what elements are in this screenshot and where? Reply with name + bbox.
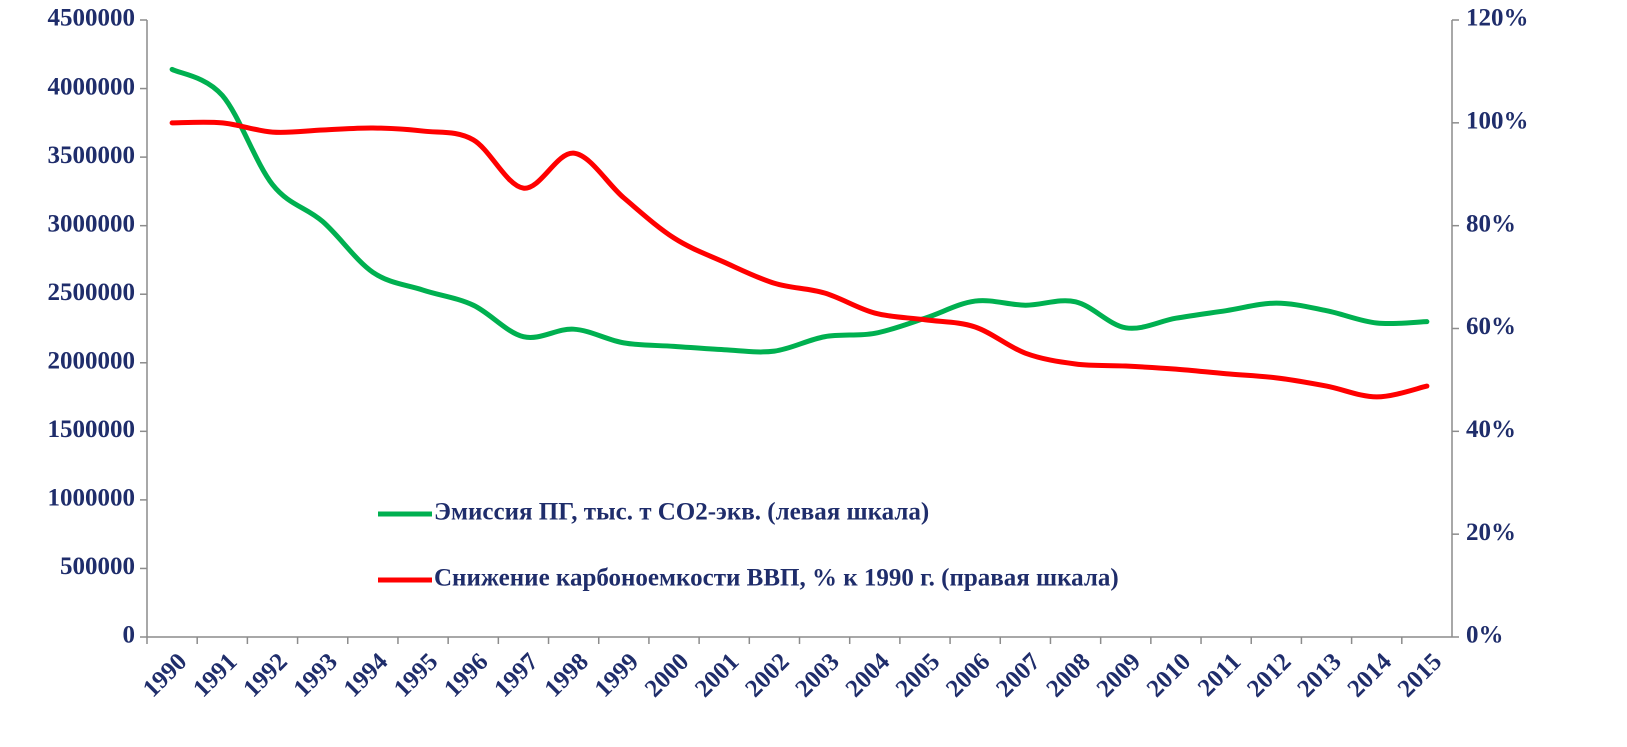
x-tick-label: 2009 — [1092, 648, 1146, 702]
y2-tick-label: 40% — [1466, 416, 1516, 443]
x-tick-label: 2015 — [1393, 648, 1447, 702]
y2-tick-label: 20% — [1466, 519, 1516, 546]
x-tick-label: 2014 — [1343, 648, 1398, 703]
x-tick-label: 2000 — [640, 648, 694, 702]
x-tick-label: 2003 — [790, 648, 844, 702]
y-tick-label: 2000000 — [48, 348, 136, 375]
x-tick-label: 1996 — [439, 648, 493, 702]
y-tick-label: 1000000 — [48, 485, 136, 512]
x-tick-label: 1999 — [590, 648, 644, 702]
x-tick-label: 1995 — [389, 648, 443, 702]
legend-label: Эмиссия ПГ, тыс. т СО2-экв. (левая шкала… — [434, 499, 929, 526]
x-tick-label: 2007 — [991, 648, 1045, 702]
legend-label: Снижение карбоноемкости ВВП, % к 1990 г.… — [434, 565, 1119, 592]
y-tick-label: 4500000 — [48, 5, 136, 32]
y-tick-label: 2500000 — [48, 279, 136, 306]
x-tick-label: 2013 — [1292, 648, 1346, 702]
y-tick-label: 4000000 — [48, 73, 136, 100]
x-tick-label: 2004 — [841, 648, 896, 703]
x-tick-label: 2002 — [740, 648, 794, 702]
x-tick-label: 1993 — [289, 648, 343, 702]
y2-tick-label: 0% — [1466, 622, 1504, 649]
y2-tick-label: 60% — [1466, 313, 1516, 340]
series-line — [169, 119, 1430, 400]
y2-tick-label: 80% — [1466, 210, 1516, 237]
series-line — [169, 66, 1430, 355]
y-tick-label: 3500000 — [48, 142, 136, 169]
x-tick-label: 2001 — [690, 648, 744, 702]
y-tick-label: 3000000 — [48, 210, 136, 237]
x-tick-label: 2005 — [891, 648, 945, 702]
y-tick-label: 500000 — [60, 553, 135, 580]
x-tick-label: 2012 — [1242, 648, 1296, 702]
x-tick-label: 2006 — [941, 648, 995, 702]
x-tick-label: 1998 — [539, 648, 593, 702]
x-tick-label: 2008 — [1041, 648, 1095, 702]
x-tick-label: 2011 — [1193, 648, 1246, 701]
x-tick-label: 1994 — [339, 648, 394, 703]
y2-tick-label: 100% — [1466, 108, 1529, 135]
x-tick-label: 1991 — [188, 648, 242, 702]
x-tick-label: 1990 — [138, 648, 192, 702]
x-tick-label: 1997 — [489, 648, 543, 702]
x-tick-label: 2010 — [1142, 648, 1196, 702]
y-tick-label: 0 — [123, 622, 136, 649]
x-tick-label: 1992 — [238, 648, 292, 702]
y-tick-label: 1500000 — [48, 416, 136, 443]
y2-tick-label: 120% — [1466, 5, 1529, 32]
